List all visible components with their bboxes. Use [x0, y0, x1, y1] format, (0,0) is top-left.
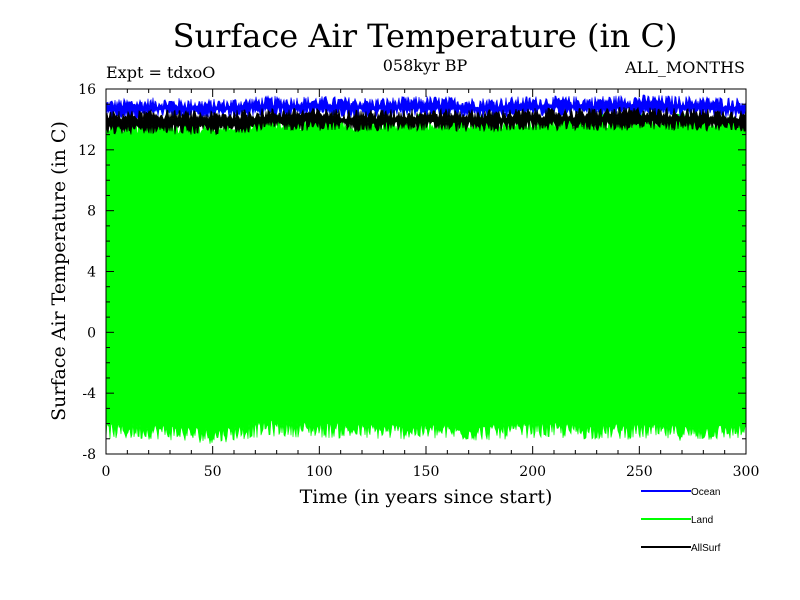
- period-label: 058kyr BP: [383, 56, 468, 75]
- data-layer: [105, 94, 747, 444]
- y-tick-label: 4: [87, 265, 96, 281]
- y-tick-label: 16: [78, 82, 96, 98]
- x-tick-label: 250: [626, 464, 653, 480]
- legend-item-ocean: Ocean: [641, 487, 720, 498]
- y-axis-label: Surface Air Temperature (in C): [48, 121, 70, 421]
- x-axis: 0 50 100 150 200 250 300: [102, 89, 760, 480]
- y-tick-label: 12: [78, 143, 96, 159]
- legend-item-allsurf: AllSurf: [641, 543, 721, 554]
- x-tick-label: 300: [733, 464, 760, 480]
- months-label: ALL_MONTHS: [624, 58, 745, 77]
- legend-item-land: Land: [641, 515, 713, 526]
- legend-label: AllSurf: [691, 543, 721, 554]
- x-tick-label: 0: [102, 464, 111, 480]
- y-tick-label: 8: [87, 204, 96, 220]
- y-axis: -8 -4 0 4 8 12 16: [78, 82, 746, 463]
- x-tick-label: 100: [306, 464, 333, 480]
- x-tick-label: 200: [519, 464, 546, 480]
- chart-title: Surface Air Temperature (in C): [173, 17, 678, 55]
- legend: Ocean Land AllSurf: [641, 487, 721, 554]
- x-axis-label: Time (in years since start): [300, 486, 553, 508]
- x-tick-label: 50: [204, 464, 222, 480]
- y-tick-label: 0: [87, 325, 96, 341]
- x-tick-label: 150: [413, 464, 440, 480]
- series-land: [105, 112, 747, 444]
- legend-label: Ocean: [691, 487, 720, 498]
- legend-label: Land: [691, 515, 713, 526]
- y-tick-label: -4: [82, 386, 96, 402]
- y-tick-label: -8: [82, 447, 96, 463]
- series-band-land: [105, 112, 747, 444]
- experiment-label: Expt = tdxoO: [106, 63, 215, 82]
